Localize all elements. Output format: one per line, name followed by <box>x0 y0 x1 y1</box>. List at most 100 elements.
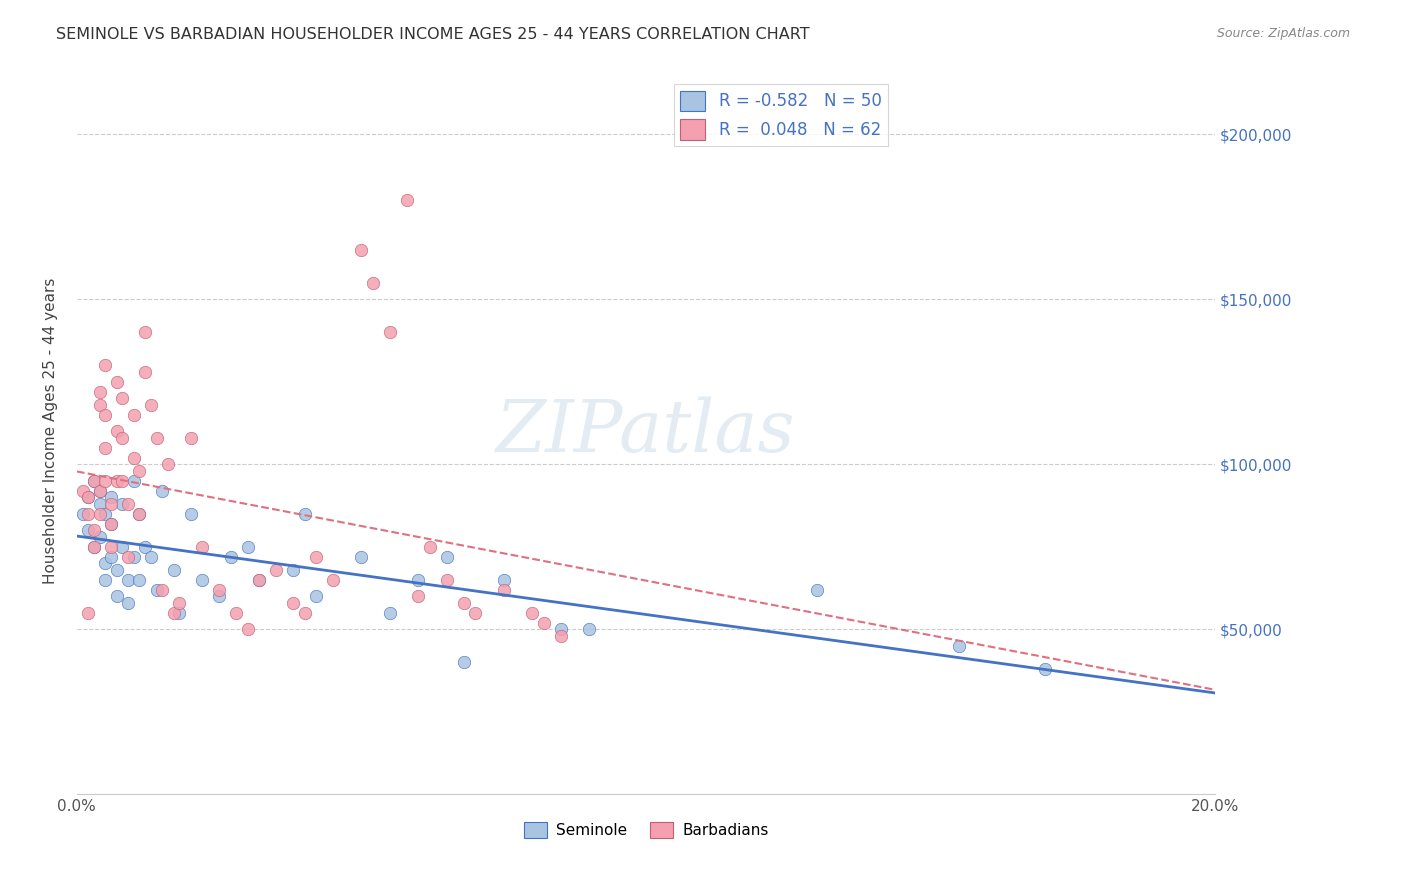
Point <box>100 490 122 504</box>
Point <box>492 582 515 597</box>
Point <box>948 639 970 653</box>
Point <box>294 606 316 620</box>
Point <box>105 563 128 577</box>
Point <box>322 573 344 587</box>
Point <box>94 573 117 587</box>
Point <box>236 622 259 636</box>
Point <box>122 549 145 564</box>
Point <box>145 431 167 445</box>
Point <box>117 573 139 587</box>
Point <box>89 507 111 521</box>
Point <box>522 606 544 620</box>
Point <box>105 474 128 488</box>
Point <box>361 276 384 290</box>
Point <box>77 490 100 504</box>
Point <box>156 457 179 471</box>
Point <box>94 441 117 455</box>
Point <box>77 507 100 521</box>
Point <box>128 573 150 587</box>
Point <box>100 497 122 511</box>
Point <box>117 549 139 564</box>
Point <box>111 431 134 445</box>
Text: ZIPatlas: ZIPatlas <box>496 396 796 467</box>
Point <box>208 582 231 597</box>
Point <box>105 589 128 603</box>
Point <box>83 474 105 488</box>
Point <box>100 540 122 554</box>
Point <box>128 507 150 521</box>
Point <box>191 540 214 554</box>
Point <box>162 606 184 620</box>
Point <box>94 408 117 422</box>
Point <box>191 573 214 587</box>
Point <box>419 540 441 554</box>
Point <box>94 507 117 521</box>
Point <box>139 398 162 412</box>
Point <box>294 507 316 521</box>
Point <box>134 326 156 340</box>
Point <box>408 573 430 587</box>
Point <box>453 596 475 610</box>
Point <box>77 523 100 537</box>
Point <box>83 540 105 554</box>
Point <box>94 359 117 373</box>
Point <box>550 629 572 643</box>
Point <box>111 497 134 511</box>
Point <box>105 375 128 389</box>
Point <box>83 474 105 488</box>
Point <box>134 540 156 554</box>
Point <box>578 622 600 636</box>
Point <box>89 483 111 498</box>
Point <box>436 573 458 587</box>
Point <box>83 540 105 554</box>
Point <box>219 549 242 564</box>
Point <box>550 622 572 636</box>
Point <box>305 549 328 564</box>
Point <box>89 497 111 511</box>
Point <box>436 549 458 564</box>
Point <box>1033 662 1056 676</box>
Point <box>408 589 430 603</box>
Point <box>94 474 117 488</box>
Point <box>72 507 94 521</box>
Text: Source: ZipAtlas.com: Source: ZipAtlas.com <box>1216 27 1350 40</box>
Point <box>100 516 122 531</box>
Point <box>350 549 373 564</box>
Point <box>128 507 150 521</box>
Point <box>122 474 145 488</box>
Point <box>94 556 117 570</box>
Point <box>111 474 134 488</box>
Point <box>83 523 105 537</box>
Point <box>72 483 94 498</box>
Point <box>100 516 122 531</box>
Point <box>169 596 191 610</box>
Point <box>117 497 139 511</box>
Point <box>89 483 111 498</box>
Point <box>89 398 111 412</box>
Point <box>453 655 475 669</box>
Point <box>283 563 305 577</box>
Point <box>150 582 173 597</box>
Point <box>150 483 173 498</box>
Point <box>395 194 418 208</box>
Point <box>122 450 145 465</box>
Point <box>122 408 145 422</box>
Legend: Seminole, Barbadians: Seminole, Barbadians <box>517 816 775 845</box>
Point <box>492 573 515 587</box>
Point <box>139 549 162 564</box>
Point <box>134 365 156 379</box>
Point <box>283 596 305 610</box>
Point <box>89 530 111 544</box>
Point <box>350 243 373 257</box>
Text: SEMINOLE VS BARBADIAN HOUSEHOLDER INCOME AGES 25 - 44 YEARS CORRELATION CHART: SEMINOLE VS BARBADIAN HOUSEHOLDER INCOME… <box>56 27 810 42</box>
Point <box>77 490 100 504</box>
Point <box>264 563 287 577</box>
Point <box>247 573 270 587</box>
Point <box>169 606 191 620</box>
Point <box>208 589 231 603</box>
Point <box>180 431 202 445</box>
Point <box>180 507 202 521</box>
Point <box>378 606 401 620</box>
Point <box>236 540 259 554</box>
Y-axis label: Householder Income Ages 25 - 44 years: Householder Income Ages 25 - 44 years <box>44 278 58 584</box>
